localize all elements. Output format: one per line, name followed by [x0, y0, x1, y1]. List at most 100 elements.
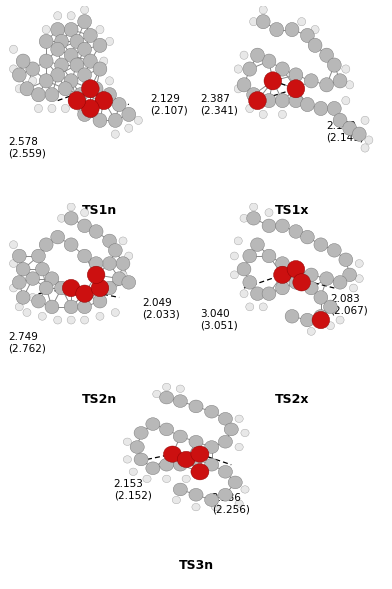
Circle shape	[13, 68, 26, 82]
Circle shape	[81, 209, 89, 217]
Circle shape	[241, 486, 249, 493]
Circle shape	[218, 412, 232, 425]
Circle shape	[54, 316, 62, 324]
Circle shape	[89, 224, 103, 239]
Circle shape	[32, 249, 45, 263]
Circle shape	[103, 234, 116, 248]
Circle shape	[339, 253, 353, 267]
Circle shape	[32, 88, 45, 102]
Circle shape	[327, 58, 341, 72]
Circle shape	[83, 28, 97, 42]
Circle shape	[119, 237, 127, 245]
Circle shape	[289, 94, 303, 108]
Circle shape	[343, 268, 357, 282]
Circle shape	[285, 309, 299, 323]
Text: TS1x: TS1x	[275, 204, 309, 217]
Circle shape	[240, 51, 248, 59]
Circle shape	[218, 488, 232, 501]
Circle shape	[247, 88, 261, 102]
Circle shape	[146, 418, 160, 431]
Circle shape	[78, 42, 91, 57]
Circle shape	[361, 144, 369, 152]
Circle shape	[89, 257, 103, 270]
Circle shape	[93, 38, 107, 52]
Text: TS3n: TS3n	[178, 559, 214, 573]
Circle shape	[289, 276, 303, 289]
Circle shape	[160, 423, 174, 436]
Circle shape	[189, 400, 203, 413]
Text: TS2x: TS2x	[275, 392, 309, 406]
Circle shape	[64, 22, 78, 37]
Circle shape	[67, 316, 75, 324]
Circle shape	[301, 28, 314, 42]
Circle shape	[9, 284, 18, 292]
Circle shape	[293, 274, 310, 291]
Circle shape	[67, 203, 75, 211]
Circle shape	[289, 224, 303, 239]
Circle shape	[146, 462, 160, 475]
Circle shape	[287, 80, 305, 98]
Circle shape	[327, 243, 341, 257]
Circle shape	[278, 110, 287, 118]
Circle shape	[173, 458, 187, 471]
Circle shape	[189, 488, 203, 501]
Circle shape	[163, 446, 181, 462]
Circle shape	[112, 272, 126, 286]
Circle shape	[250, 287, 264, 300]
Circle shape	[70, 34, 84, 48]
Circle shape	[93, 294, 107, 308]
Circle shape	[304, 268, 318, 282]
Circle shape	[311, 25, 319, 34]
Circle shape	[134, 453, 148, 466]
Circle shape	[39, 238, 53, 252]
Circle shape	[211, 504, 220, 511]
Circle shape	[249, 91, 266, 110]
Circle shape	[235, 415, 243, 422]
Circle shape	[125, 124, 133, 133]
Circle shape	[91, 279, 109, 297]
Circle shape	[64, 300, 78, 314]
Circle shape	[189, 453, 203, 466]
Circle shape	[289, 262, 303, 276]
Circle shape	[262, 54, 276, 68]
Circle shape	[130, 441, 144, 454]
Circle shape	[160, 391, 174, 404]
Text: 2.286
(2.256): 2.286 (2.256)	[212, 493, 250, 514]
Circle shape	[361, 116, 369, 124]
Circle shape	[122, 107, 136, 121]
Circle shape	[20, 82, 34, 96]
Circle shape	[96, 312, 104, 320]
Circle shape	[276, 257, 289, 270]
Circle shape	[67, 12, 75, 20]
Circle shape	[29, 293, 37, 302]
Circle shape	[350, 284, 358, 292]
Circle shape	[143, 475, 151, 482]
Circle shape	[228, 476, 242, 489]
Circle shape	[262, 94, 276, 108]
Circle shape	[103, 257, 116, 270]
Circle shape	[87, 266, 105, 283]
Circle shape	[336, 316, 344, 324]
Text: TS1n: TS1n	[82, 204, 118, 217]
Circle shape	[9, 260, 18, 267]
Circle shape	[323, 300, 338, 314]
Circle shape	[176, 385, 185, 392]
Circle shape	[256, 15, 270, 29]
Circle shape	[100, 57, 108, 65]
Circle shape	[314, 101, 328, 115]
Circle shape	[95, 91, 113, 110]
Circle shape	[218, 465, 232, 478]
Circle shape	[111, 309, 119, 316]
Circle shape	[262, 219, 276, 233]
Circle shape	[162, 475, 171, 482]
Circle shape	[327, 101, 341, 115]
Circle shape	[173, 395, 187, 408]
Circle shape	[119, 271, 127, 279]
Circle shape	[134, 116, 142, 124]
Text: 2.749
(2.762): 2.749 (2.762)	[8, 332, 45, 353]
Circle shape	[234, 65, 242, 73]
Circle shape	[82, 80, 99, 98]
Circle shape	[103, 88, 116, 102]
Circle shape	[54, 34, 69, 48]
Circle shape	[54, 281, 69, 295]
